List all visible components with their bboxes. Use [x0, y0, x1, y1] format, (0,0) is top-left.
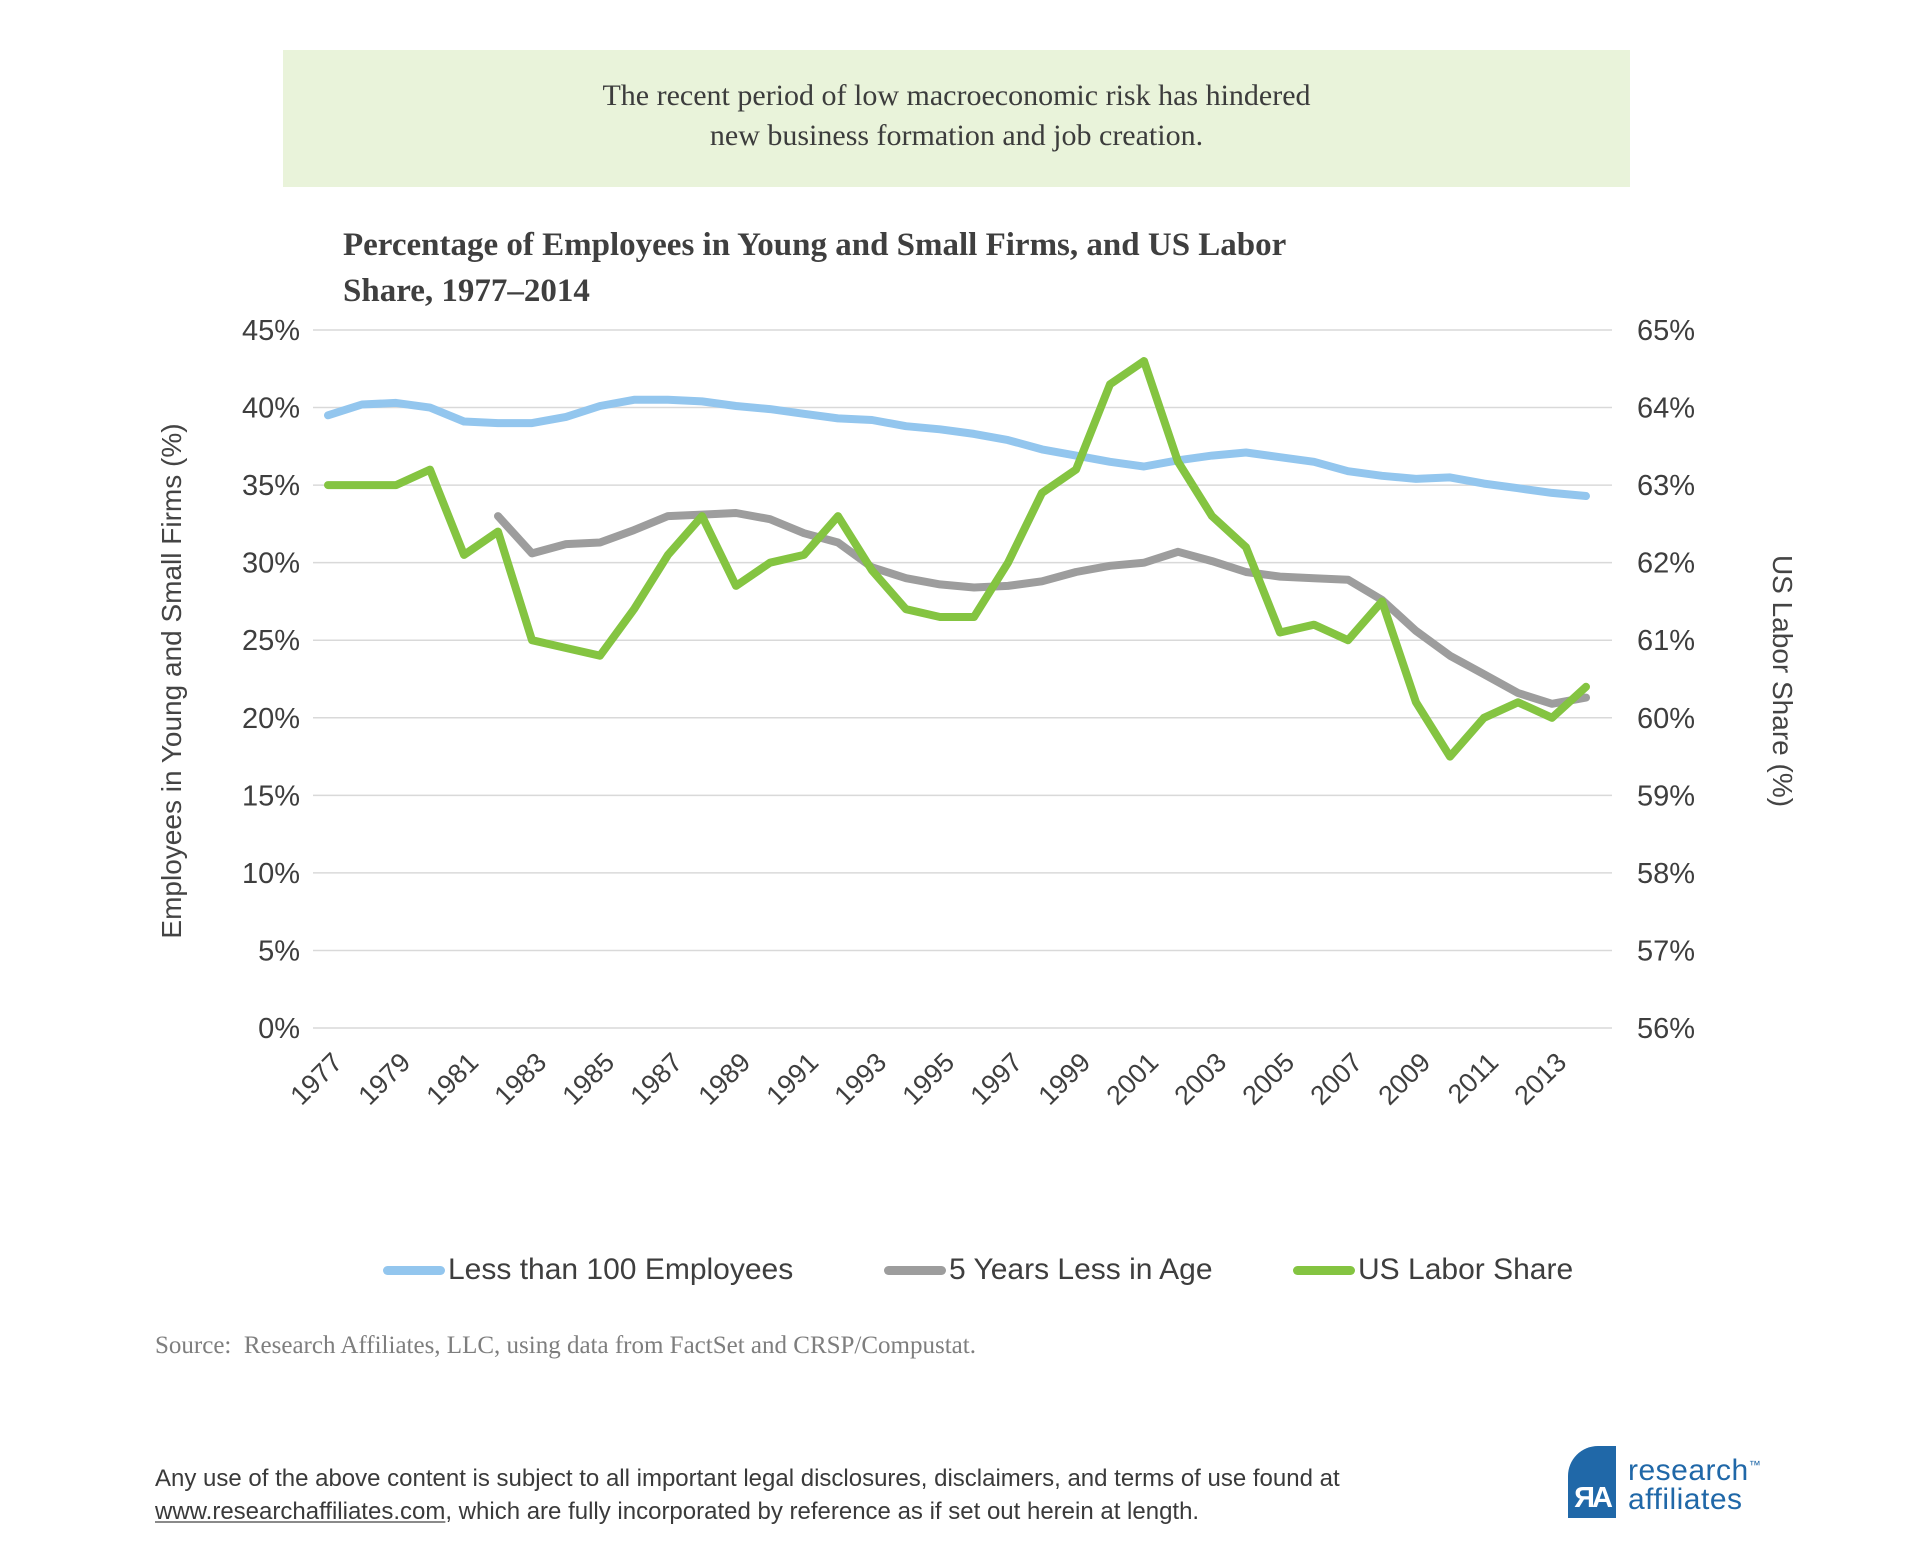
- y-left-tick-label: 15%: [242, 780, 300, 812]
- chart-title: Percentage of Employees in Young and Sma…: [343, 222, 1443, 314]
- x-tick-label: 1977: [285, 1047, 349, 1111]
- y-left-tick-label: 5%: [258, 935, 300, 967]
- x-axis-tick-labels: 1977 1979 1981 1983 1985 1987 1989 1991 1993 1995…: [285, 1047, 1573, 1111]
- legend: Less than 100 Employees 5 Years Less in …: [0, 1248, 1920, 1292]
- y-left-tick-label: 45%: [242, 315, 300, 347]
- legend-item-5-years-less-in-age: 5 Years Less in Age: [884, 1248, 1213, 1292]
- legend-swatch-green-icon: [1293, 1265, 1355, 1275]
- y-right-tick-label: 58%: [1637, 858, 1695, 890]
- y-right-tick-label: 59%: [1637, 780, 1695, 812]
- callout-text-line1: The recent period of low macroeconomic r…: [602, 79, 1311, 112]
- ra-monogram-icon: ЯA: [1574, 1482, 1613, 1514]
- research-affiliates-logo-mark: ЯA: [1568, 1446, 1616, 1518]
- chart-title-line1: Percentage of Employees in Young and Sma…: [343, 227, 1287, 263]
- y-axis-left-tick-labels: 0% 5% 10% 15% 20% 25% 30% 35% 40% 45%: [242, 315, 300, 1045]
- x-tick-label: 2001: [1101, 1047, 1165, 1111]
- y-left-tick-label: 10%: [242, 858, 300, 890]
- logo-name-line2: affiliates: [1628, 1483, 1743, 1516]
- y-right-tick-label: 57%: [1637, 935, 1695, 967]
- logo-name-line1: research: [1628, 1454, 1749, 1487]
- y-left-tick-label: 0%: [258, 1013, 300, 1045]
- x-tick-label: 1987: [625, 1047, 689, 1111]
- series-line-less-than-100-employees: [324, 395, 1590, 500]
- website-link[interactable]: www.researchaffiliates.com: [155, 1498, 446, 1525]
- disclaimer-text-post: , which are fully incorporated by refere…: [445, 1498, 1200, 1525]
- research-affiliates-logo-text: research™ affiliates: [1628, 1451, 1761, 1516]
- y-right-tick-label: 62%: [1637, 548, 1695, 580]
- y-right-tick-label: 65%: [1637, 315, 1695, 347]
- legend-item-less-than-100-employees: Less than 100 Employees: [383, 1248, 793, 1292]
- trademark-symbol: ™: [1748, 1458, 1761, 1472]
- y-right-tick-label: 64%: [1637, 393, 1695, 425]
- y-left-tick-label: 25%: [242, 625, 300, 657]
- y-left-tick-label: 35%: [242, 470, 300, 502]
- x-tick-label: 2003: [1169, 1047, 1233, 1111]
- x-tick-label: 1983: [489, 1047, 553, 1111]
- x-tick-label: 1985: [557, 1047, 621, 1111]
- y-left-tick-label: 20%: [242, 703, 300, 735]
- legend-label: 5 Years Less in Age: [949, 1253, 1213, 1286]
- y-right-tick-label: 60%: [1637, 703, 1695, 735]
- x-tick-label: 2009: [1373, 1047, 1437, 1111]
- legal-disclaimer: Any use of the above content is subject …: [155, 1462, 1495, 1528]
- legend-item-us-labor-share: US Labor Share: [1293, 1248, 1573, 1292]
- y-left-tick-label: 40%: [242, 393, 300, 425]
- x-tick-label: 2005: [1237, 1047, 1301, 1111]
- series-line-5-years-less-in-age: [494, 509, 1590, 708]
- x-tick-label: 1991: [761, 1047, 825, 1111]
- x-tick-label: 1981: [421, 1047, 485, 1111]
- y-right-tick-label: 56%: [1637, 1013, 1695, 1045]
- x-tick-label: 1993: [829, 1047, 893, 1111]
- y-axis-title-right: US Labor Share (%): [1767, 554, 1798, 808]
- disclaimer-text-pre: Any use of the above content is subject …: [155, 1465, 1340, 1492]
- x-tick-label: 1999: [1033, 1047, 1097, 1111]
- x-tick-label: 1995: [897, 1047, 961, 1111]
- y-axis-right-tick-labels: 56% 57% 58% 59% 60% 61% 62% 63% 64% 65%: [1637, 315, 1695, 1045]
- x-tick-label: 1989: [693, 1047, 757, 1111]
- series-lines: [324, 357, 1590, 761]
- legend-swatch-gray-icon: [884, 1265, 946, 1275]
- x-tick-label: 2007: [1305, 1047, 1369, 1111]
- y-right-tick-label: 61%: [1637, 625, 1695, 657]
- legend-label: Less than 100 Employees: [448, 1253, 794, 1286]
- callout-banner: The recent period of low macroeconomic r…: [283, 50, 1630, 187]
- legend-label: US Labor Share: [1358, 1253, 1574, 1286]
- series-line-us-labor-share: [324, 357, 1590, 761]
- x-tick-label: 2011: [1442, 1047, 1504, 1109]
- y-axis-title-left: Employees in Young and Small Firms (%): [156, 423, 187, 939]
- x-tick-label: 1979: [353, 1047, 417, 1111]
- legend-swatch-blue-icon: [383, 1265, 445, 1275]
- x-tick-label: 1997: [965, 1047, 1029, 1111]
- source-note: Source: Research Affiliates, LLC, using …: [155, 1332, 976, 1359]
- y-right-tick-label: 63%: [1637, 470, 1695, 502]
- chart-title-line2: Share, 1977–2014: [343, 273, 590, 309]
- y-left-tick-label: 30%: [242, 548, 300, 580]
- x-tick-label: 2013: [1509, 1047, 1573, 1111]
- callout-text-line2: new business formation and job creation.: [709, 119, 1204, 152]
